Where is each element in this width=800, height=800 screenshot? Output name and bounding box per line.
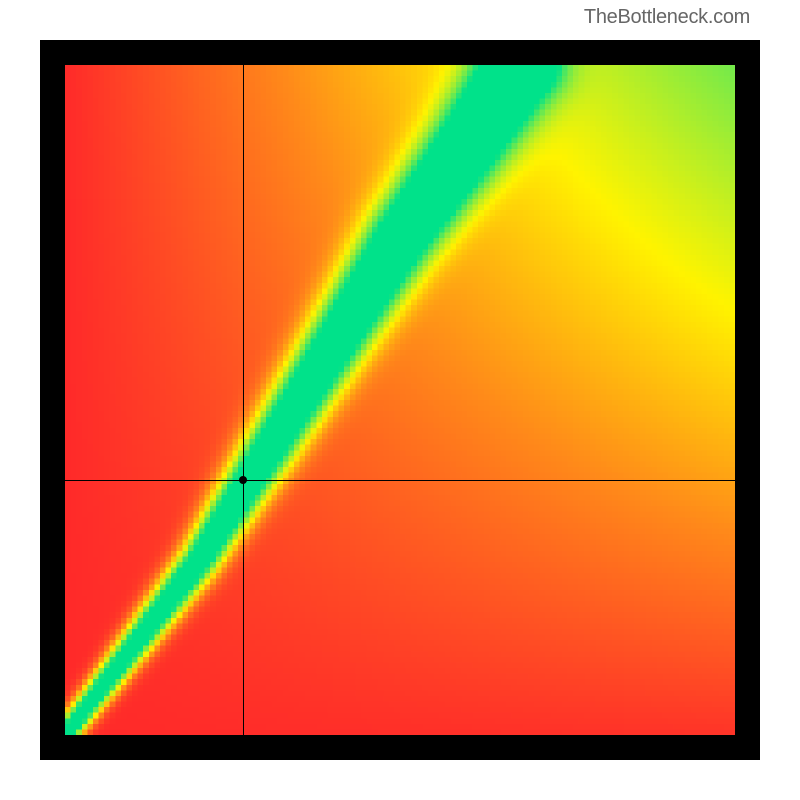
attribution-text: TheBottleneck.com [584,6,750,29]
crosshair-horizontal [65,480,735,481]
page-root: TheBottleneck.com [0,0,800,800]
marker-dot [239,476,247,484]
crosshair-vertical [243,65,244,735]
heatmap-plot [65,65,735,735]
chart-outer-frame [40,40,760,760]
heatmap-canvas [65,65,735,735]
